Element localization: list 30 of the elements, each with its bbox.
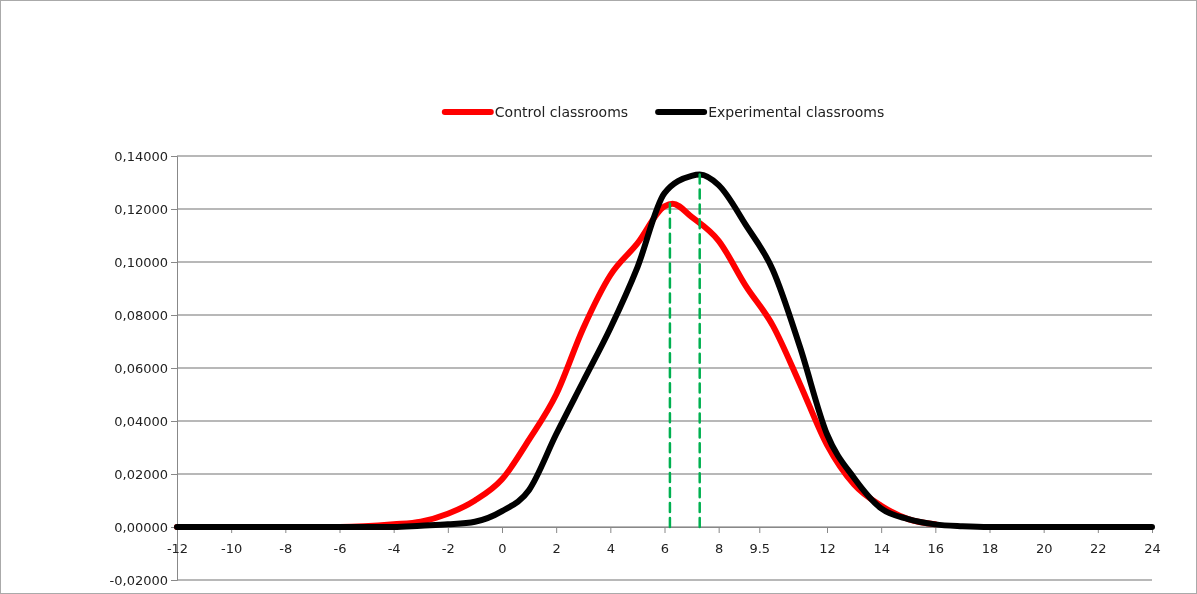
x-tick-label: 20: [1035, 540, 1053, 556]
y-tick-label: 0,14000: [114, 148, 168, 164]
y-tick-label: -0,02000: [109, 572, 168, 588]
x-tick-label: 12: [819, 540, 836, 556]
x-tick-label: 16: [927, 540, 945, 556]
x-tick-label: -10: [221, 540, 243, 556]
y-tick-label: 0,00000: [114, 519, 168, 535]
x-tick-label: -8: [279, 540, 293, 556]
x-tick-label: -12: [166, 540, 189, 556]
x-tick-label: 4: [606, 540, 615, 556]
x-tick-label: 0: [498, 540, 507, 556]
y-tick-label: 0,06000: [114, 360, 168, 376]
y-tick-label: 0,02000: [114, 466, 168, 482]
x-tick-label: 2: [552, 540, 561, 556]
y-tick-label: 0,08000: [114, 307, 168, 323]
x-tick-label: 14: [873, 540, 890, 556]
legend-label: Control classrooms: [494, 104, 629, 120]
y-tick-label: 0,04000: [114, 413, 168, 429]
x-tick-label: 8: [715, 540, 724, 556]
x-tick-label: -4: [387, 540, 401, 556]
y-tick-label: 0,12000: [114, 201, 168, 217]
x-tick-label: 9.5: [749, 540, 771, 556]
x-tick-label: 6: [660, 540, 670, 556]
x-tick-label: 22: [1090, 540, 1107, 556]
x-tick-label: 24: [1144, 540, 1161, 556]
x-tick-label: -6: [333, 540, 347, 556]
x-tick-label: 18: [981, 540, 999, 556]
legend-label: Experimental classrooms: [708, 104, 885, 120]
y-tick-label: 0,10000: [114, 254, 168, 270]
x-tick-label: -2: [441, 540, 455, 556]
